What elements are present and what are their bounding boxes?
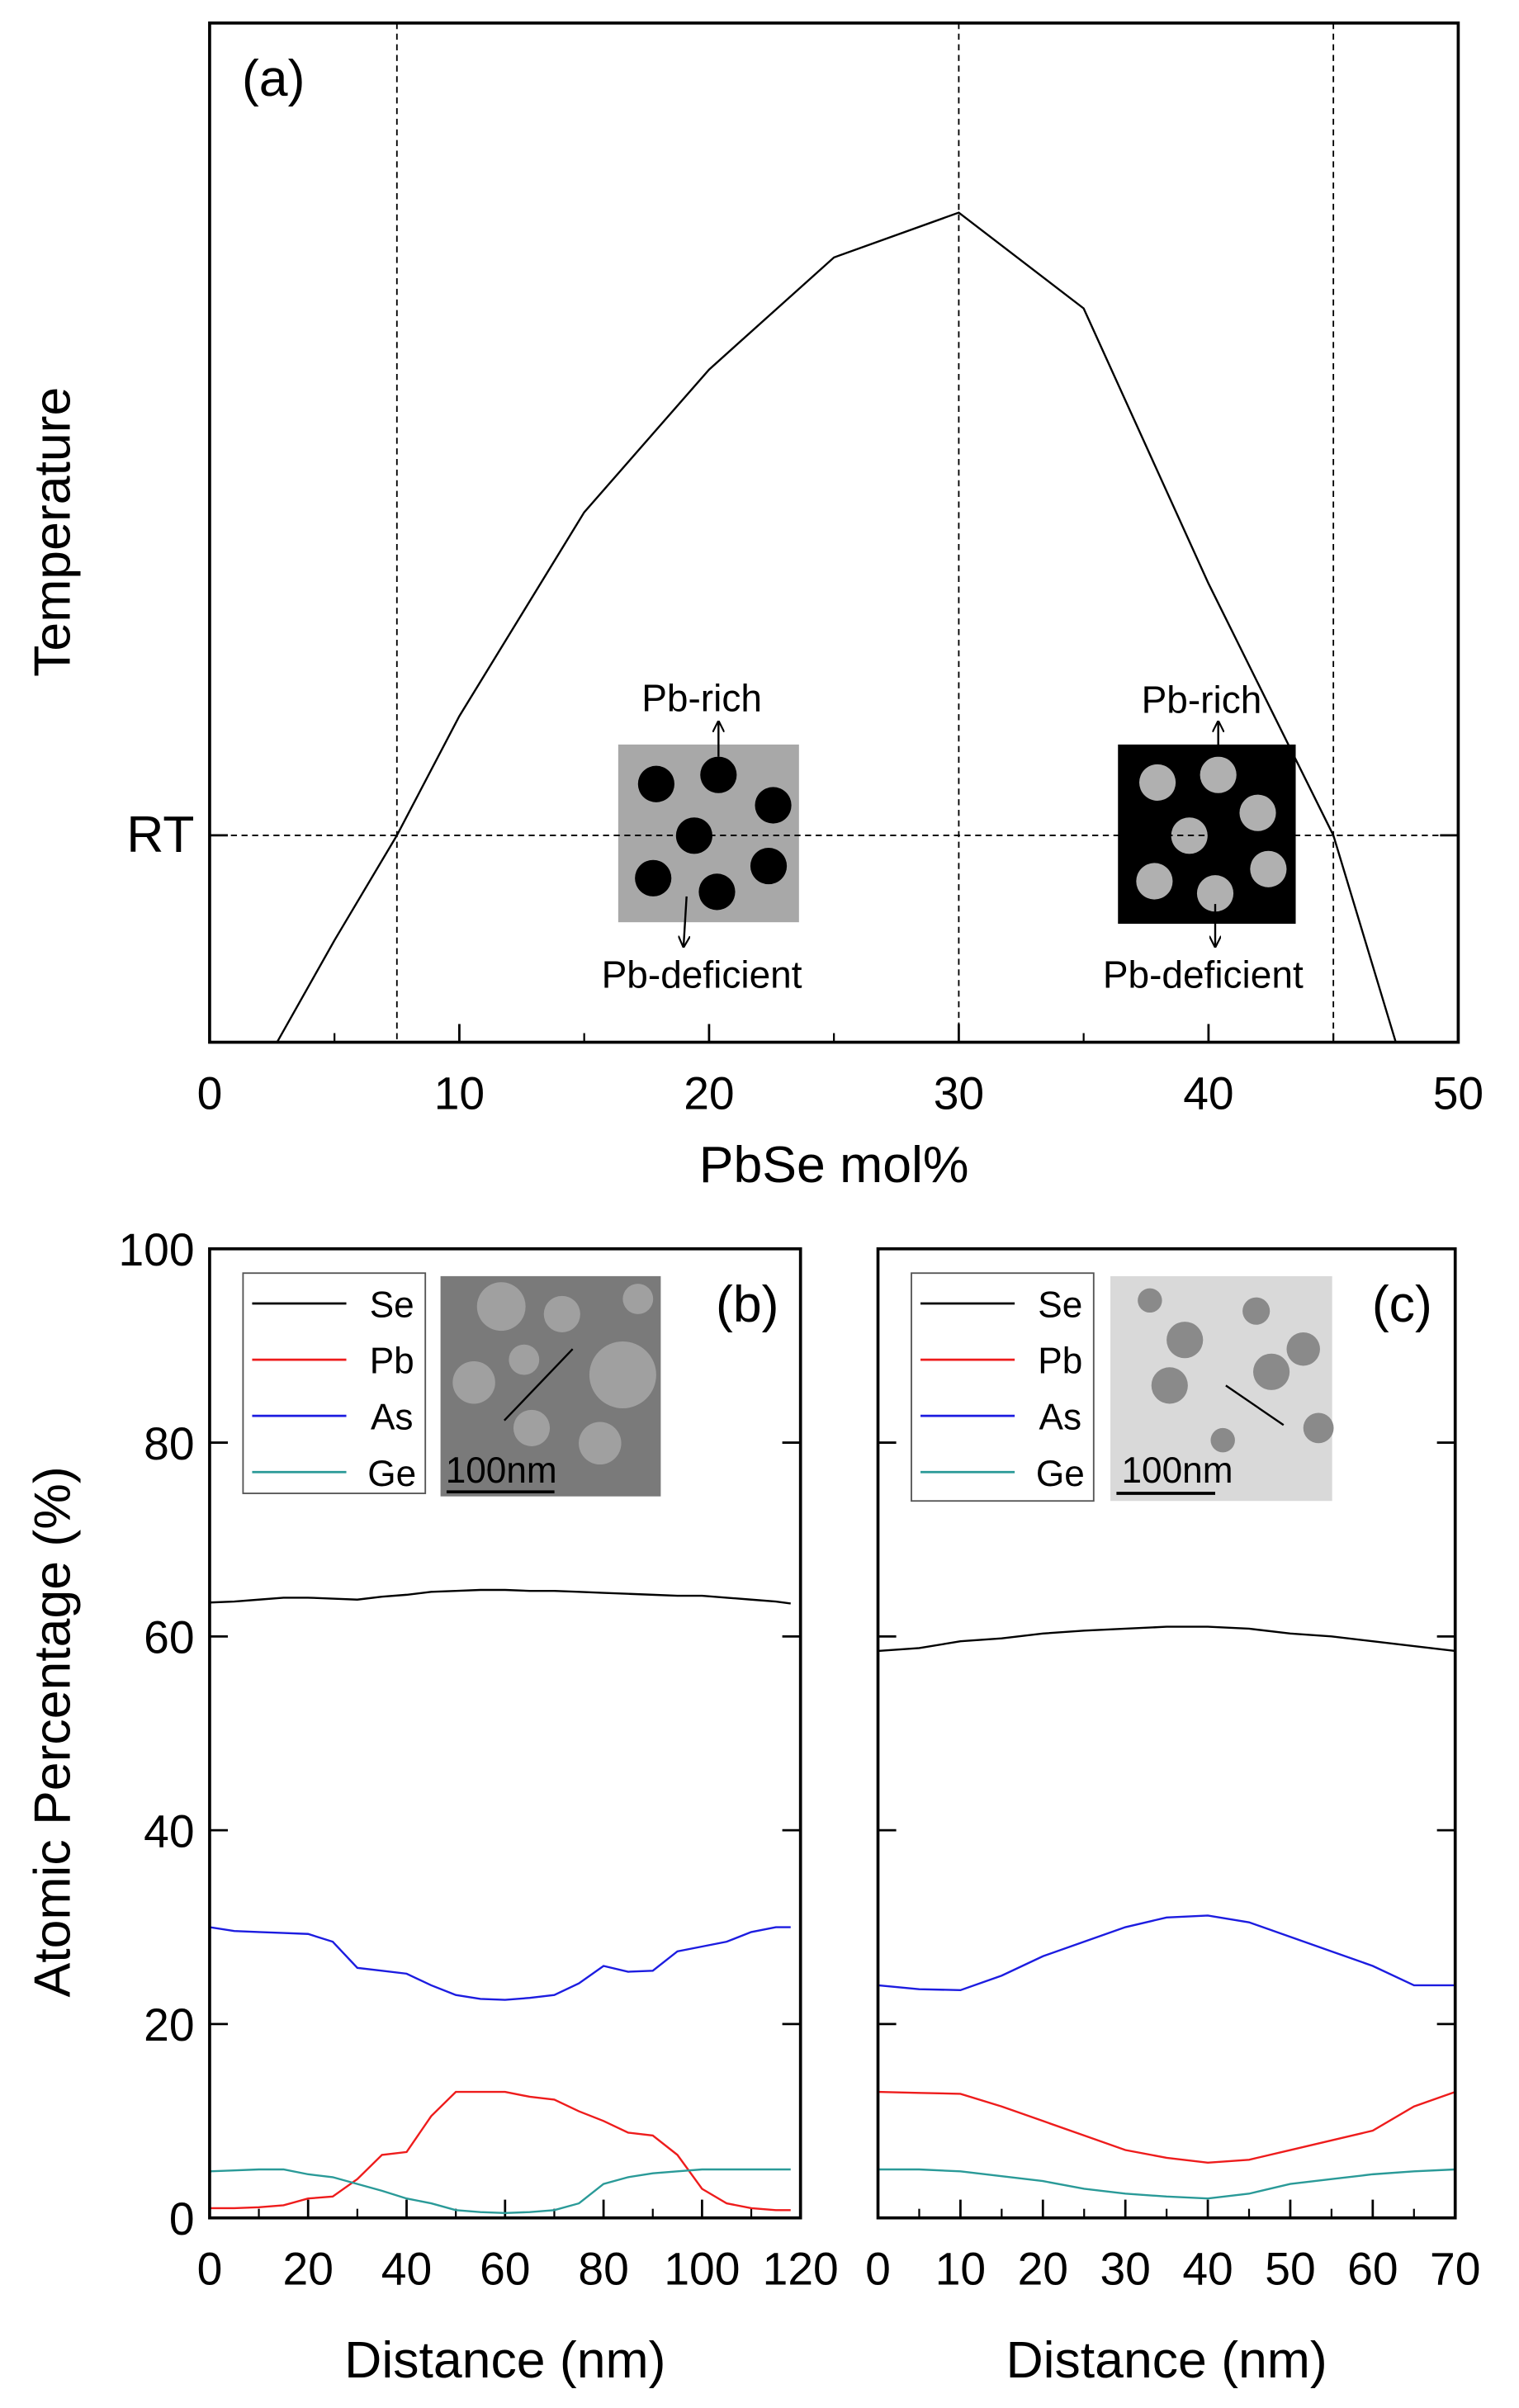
x-tick-label: 20	[684, 1068, 734, 1119]
x-tick-label: 30	[1100, 2244, 1150, 2295]
x-tick-label: 0	[865, 2244, 891, 2295]
y-tick-label: 60	[144, 1612, 194, 1663]
legend-label: As	[1039, 1398, 1082, 1438]
tem-inset-b	[440, 1275, 661, 1497]
x-tick-label: 20	[1018, 2244, 1068, 2295]
x-tick-label: 40	[1183, 1068, 1233, 1119]
x-axis-label: Distance (nm)	[1006, 2331, 1327, 2389]
x-tick-label: 60	[480, 2244, 530, 2295]
plot-frame	[208, 21, 1460, 1044]
inset-black	[1118, 744, 1296, 925]
x-tick-label: 20	[283, 2244, 334, 2295]
annotation: Pb-rich	[641, 676, 762, 719]
x-tick-label: 100	[664, 2244, 740, 2295]
x-tick-label: 40	[1182, 2244, 1233, 2295]
panel-label: (b)	[716, 1275, 778, 1333]
arrows	[684, 721, 1219, 946]
x-tick-label: 0	[197, 1068, 223, 1119]
plot-frame	[208, 1247, 802, 2220]
data-line	[878, 1625, 1455, 1653]
tem-inset-c	[1110, 1275, 1334, 1502]
legend-label: Ge	[367, 1454, 416, 1494]
panel-label: (a)	[242, 50, 305, 107]
x-tick-label: 0	[197, 2244, 223, 2295]
x-axis-label: PbSe mol%	[699, 1136, 969, 1194]
inset-gray	[618, 744, 799, 923]
annotation: Pb-deficient	[1103, 953, 1304, 996]
data-line	[209, 2168, 791, 2215]
data-line	[209, 1926, 791, 2001]
data-line	[878, 2168, 1455, 2200]
legend-label: Pb	[1038, 1341, 1082, 1382]
data-line	[276, 211, 1397, 1043]
y-tick-label: 40	[144, 1805, 194, 1857]
panel-label: (c)	[1372, 1275, 1432, 1333]
x-axis-label: Distance (nm)	[344, 2331, 665, 2389]
y-tick-label: 20	[144, 1999, 194, 2051]
x-tick-label: 70	[1430, 2244, 1480, 2295]
y-tick-label: 0	[169, 2193, 195, 2245]
annotation: Pb-rich	[1142, 678, 1262, 721]
y-tick-label: RT	[126, 806, 194, 863]
x-tick-label: 50	[1433, 1068, 1484, 1119]
data-line	[209, 2090, 791, 2212]
x-tick-label: 40	[381, 2244, 432, 2295]
data-line	[878, 2090, 1456, 2164]
plot-frame	[876, 1247, 1457, 2220]
legend-label: Se	[370, 1285, 414, 1326]
legend-box	[911, 1272, 1095, 1502]
y-axis-label: Temperature	[24, 387, 82, 677]
x-tick-label: 80	[578, 2244, 628, 2295]
annotation: Pb-deficient	[602, 953, 802, 996]
legend-label: Se	[1038, 1285, 1082, 1326]
x-tick-label: 30	[934, 1068, 984, 1119]
legend-label: Ge	[1036, 1454, 1085, 1494]
y-tick-label: 100	[118, 1224, 194, 1275]
data-line	[878, 1914, 1455, 1992]
legend-label: As	[371, 1398, 414, 1438]
y-tick-label: 80	[144, 1418, 194, 1469]
x-tick-label: 10	[935, 2244, 986, 2295]
legend-box	[242, 1272, 427, 1494]
x-tick-label: 60	[1347, 2244, 1398, 2295]
scale-bar-label: 100nm	[446, 1450, 557, 1491]
x-tick-label: 50	[1265, 2244, 1315, 2295]
x-tick-label: 120	[763, 2244, 839, 2295]
data-line	[209, 1588, 791, 1605]
x-tick-label: 10	[434, 1068, 485, 1119]
legend-label: Pb	[370, 1341, 414, 1382]
scale-bar-label: 100nm	[1121, 1450, 1233, 1491]
y-axis-label: Atomic Percentage (%)	[24, 1466, 82, 1997]
